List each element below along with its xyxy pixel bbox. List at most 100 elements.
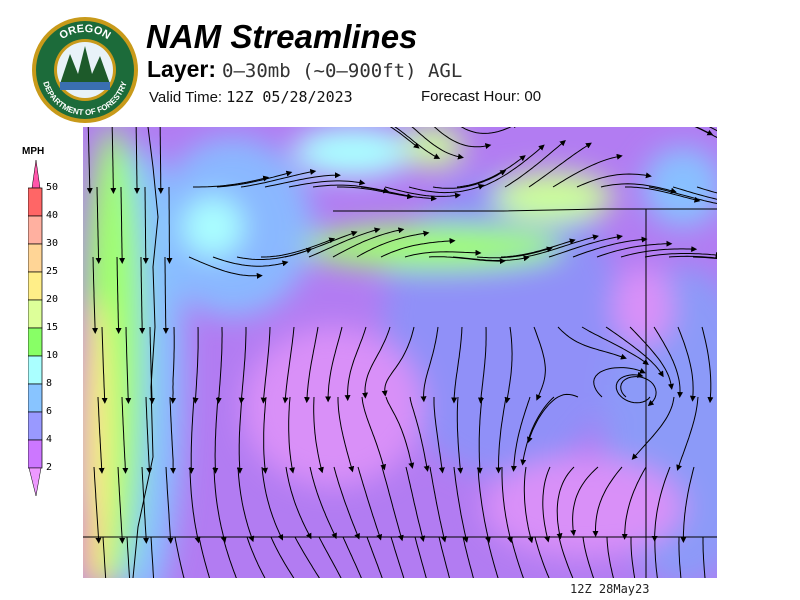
streamline xyxy=(570,466,599,537)
streamline xyxy=(362,326,391,399)
streamline xyxy=(92,256,99,334)
streamline xyxy=(582,536,595,578)
colorbar-tick-label: 15 xyxy=(46,322,59,333)
streamline xyxy=(237,466,255,543)
streamline xyxy=(385,396,415,469)
streamline xyxy=(644,252,717,258)
streamline xyxy=(236,396,243,474)
streamline xyxy=(188,396,195,474)
streamline xyxy=(404,249,482,258)
streamline xyxy=(166,187,173,264)
streamline xyxy=(542,466,551,543)
streamline xyxy=(262,396,268,474)
streamline xyxy=(141,466,150,544)
streamline xyxy=(433,127,492,150)
streamline xyxy=(510,396,531,472)
streamline xyxy=(702,537,706,578)
streamline xyxy=(429,466,447,543)
colorbar xyxy=(28,160,43,497)
streamline xyxy=(696,186,717,194)
streamline xyxy=(694,127,717,139)
streamline xyxy=(534,536,550,578)
streamline xyxy=(486,536,499,578)
streamline xyxy=(238,327,247,404)
streamline xyxy=(174,536,185,578)
streamline xyxy=(139,257,146,334)
streamline xyxy=(438,536,451,578)
streamline xyxy=(284,230,358,258)
streamline xyxy=(288,396,295,474)
streamline xyxy=(95,186,102,264)
streamline xyxy=(625,186,701,203)
streamline xyxy=(504,326,513,404)
streamline xyxy=(97,396,105,474)
streamline xyxy=(672,186,717,200)
colorbar-tick-label: 4 xyxy=(46,434,53,445)
oregon-forestry-logo: OREGON DEPARTMENT OF FORESTRY xyxy=(32,17,138,123)
streamline xyxy=(680,466,695,543)
streamline xyxy=(394,127,441,159)
streamline xyxy=(189,466,201,544)
streamline xyxy=(510,536,524,578)
streamline xyxy=(600,183,677,194)
streamline xyxy=(337,397,355,473)
streamline xyxy=(495,396,507,474)
streamline xyxy=(134,127,140,194)
streamline xyxy=(605,326,664,378)
streamline xyxy=(150,536,155,578)
streamline xyxy=(501,467,513,544)
streamline xyxy=(366,536,383,578)
streamline xyxy=(677,326,696,402)
streamline xyxy=(102,536,107,578)
streamline xyxy=(93,466,102,544)
streamline xyxy=(631,396,675,460)
streamline xyxy=(533,326,546,401)
streamline xyxy=(654,536,658,578)
colorbar-tick-label: 30 xyxy=(46,238,59,249)
streamline xyxy=(356,230,430,258)
streamline xyxy=(360,186,437,202)
valid-label: Valid Time: xyxy=(149,89,223,106)
streamline xyxy=(119,187,126,264)
streamline xyxy=(381,466,404,542)
streamline xyxy=(216,170,293,188)
streamline xyxy=(405,466,426,542)
colorbar-unit: MPH xyxy=(22,146,45,157)
colorbar-tick-label: 25 xyxy=(46,266,59,277)
streamline xyxy=(192,326,199,404)
colorbar-segment xyxy=(28,299,43,329)
streamline xyxy=(381,326,415,397)
colorbar-segment xyxy=(28,187,43,217)
streamline xyxy=(456,155,526,188)
streamline xyxy=(478,326,487,404)
map-timestamp: 12Z 28May23 xyxy=(570,582,650,596)
streamline xyxy=(528,142,592,188)
streamline xyxy=(264,172,341,188)
streamline xyxy=(548,234,623,258)
streamline xyxy=(552,153,623,188)
streamline xyxy=(678,537,682,578)
streamline xyxy=(285,466,312,540)
colorbar-over-arrow xyxy=(31,160,41,189)
colorbar-tick-label: 10 xyxy=(46,350,59,361)
streamline xyxy=(629,326,674,390)
colorbar-segment xyxy=(28,215,43,245)
streamlines xyxy=(86,127,717,578)
streamline xyxy=(453,466,469,543)
streamline xyxy=(593,367,646,398)
streamline xyxy=(215,327,223,404)
streamline xyxy=(333,466,360,540)
streamline xyxy=(142,187,149,264)
streamline xyxy=(414,536,427,578)
streamline xyxy=(318,536,342,578)
streamline xyxy=(332,227,405,258)
streamline-map xyxy=(83,127,717,578)
streamline xyxy=(125,326,132,404)
streamline xyxy=(288,179,366,188)
streamline xyxy=(162,257,169,334)
valid-value: 12Z 05/28/2023 xyxy=(226,88,353,106)
colorbar-segment xyxy=(28,355,43,385)
streamline xyxy=(621,466,647,540)
colorbar-tick-label: 50 xyxy=(46,182,59,193)
streamline xyxy=(149,326,156,404)
